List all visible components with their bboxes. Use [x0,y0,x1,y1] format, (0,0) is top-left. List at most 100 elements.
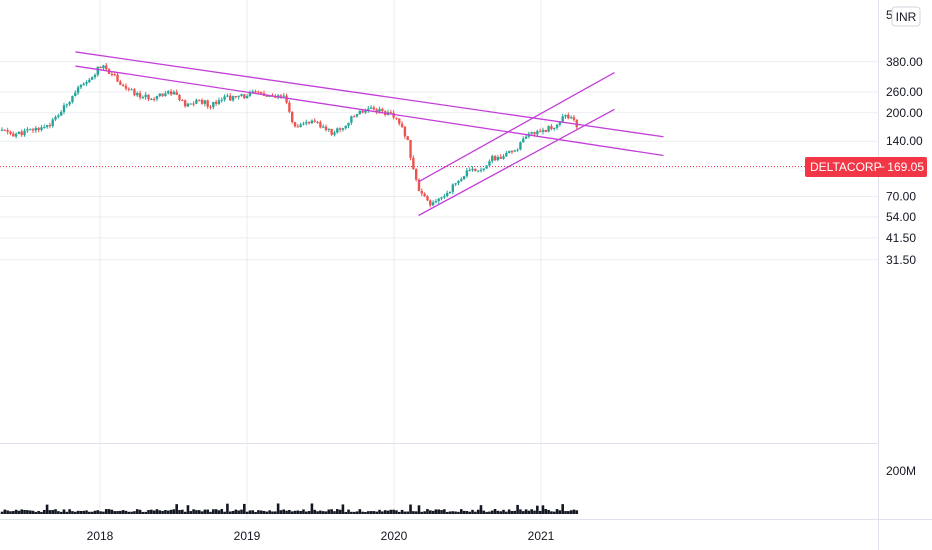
volume-bar [178,510,181,514]
volume-bar [547,509,550,514]
volume-bar [333,511,336,514]
candle-body [313,120,316,122]
volume-bar [262,510,266,514]
volume-bar [341,504,345,514]
volume-bar [406,511,410,514]
trendline-falling-upper[interactable] [75,51,664,138]
volume-bar [268,510,271,514]
volume-bar [42,509,46,514]
trendline-falling-lower[interactable] [75,65,664,157]
volume-bar [40,511,43,514]
time-tick-label: 2019 [234,529,261,543]
currency-badge[interactable]: INR [891,6,921,27]
candle-body [102,65,105,69]
price-tick-partial: 5 [886,8,893,22]
candle-body [296,126,300,128]
volume-bar [57,511,60,514]
candle-body [417,179,421,191]
candle-body [28,129,32,131]
candle-body [167,91,170,94]
candle-body [491,156,494,162]
candle-body [71,95,74,103]
candle-body [220,99,223,101]
volume-bar [135,509,139,514]
volume-bar [54,509,57,514]
candle-body [68,102,71,105]
candle-body [485,165,488,169]
candle-body [57,115,60,117]
volume-bar [524,509,528,514]
trendline-rising-upper[interactable] [418,71,615,183]
volume-bar [34,511,38,514]
candle-body [471,168,474,171]
candle-body [161,93,164,97]
candle-body [141,97,145,99]
candle-body [530,132,533,134]
trendline-rising-lower[interactable] [418,108,615,217]
volume-bar [299,511,302,514]
candle-body [9,131,12,134]
volume-bar [493,509,497,514]
candle-body [454,183,457,185]
candle-body [533,132,536,135]
volume-bar [273,511,277,514]
volume-bar [471,509,474,514]
candle-body [113,74,116,76]
candle-body [279,95,283,97]
volume-bar [310,503,314,514]
candle-body [260,91,263,94]
volume-bar [516,504,519,514]
candle-body [451,184,454,192]
volume-bar [426,509,429,514]
volume-bar [144,511,147,514]
volume-bar [293,510,297,514]
volume-bar [381,511,384,514]
volume-bar [536,505,539,514]
candle-body [23,130,26,136]
volume-bar [395,510,398,514]
candle-body [437,198,440,202]
volume-bar [558,510,562,514]
volume-bar [479,505,483,514]
candle-body [355,114,359,117]
candle-body [479,169,483,171]
candle-body [124,85,128,89]
volume-bar [231,510,235,514]
volume-bar [138,509,142,514]
candle-body [414,168,418,180]
candle-body [85,82,88,84]
candle-body [372,107,376,110]
volume-bar [482,510,486,514]
candle-body [347,122,350,126]
volume-bar [200,511,204,514]
volume-bar [319,510,322,514]
volume-bar [259,510,263,514]
candle-body [575,119,578,128]
volume-bar [505,511,508,514]
volume-bar [510,511,514,514]
volume-bar [20,509,24,514]
volume-bar [90,511,94,514]
candlesticks [0,62,578,208]
time-axis[interactable]: 2018 2019 2020 2021 [87,529,555,543]
volume-bar [530,509,533,514]
volume-bar [541,505,545,514]
volume-bar [186,505,190,514]
trendlines[interactable] [75,51,664,217]
currency-badge-label: INR [896,10,917,24]
volume-bar [519,509,522,514]
volume-bar [386,510,390,514]
volume-bar [11,511,15,514]
volume-bar [155,509,159,514]
volume-bar [93,510,97,514]
candle-body [198,99,201,101]
volume-bar [237,510,240,514]
candle-body [110,73,114,75]
candle-body [516,149,519,151]
candle-body [457,180,460,184]
candle-body [553,127,556,129]
volume-bar [17,510,21,514]
volume-bar [166,510,170,514]
volume-bar [417,505,421,514]
